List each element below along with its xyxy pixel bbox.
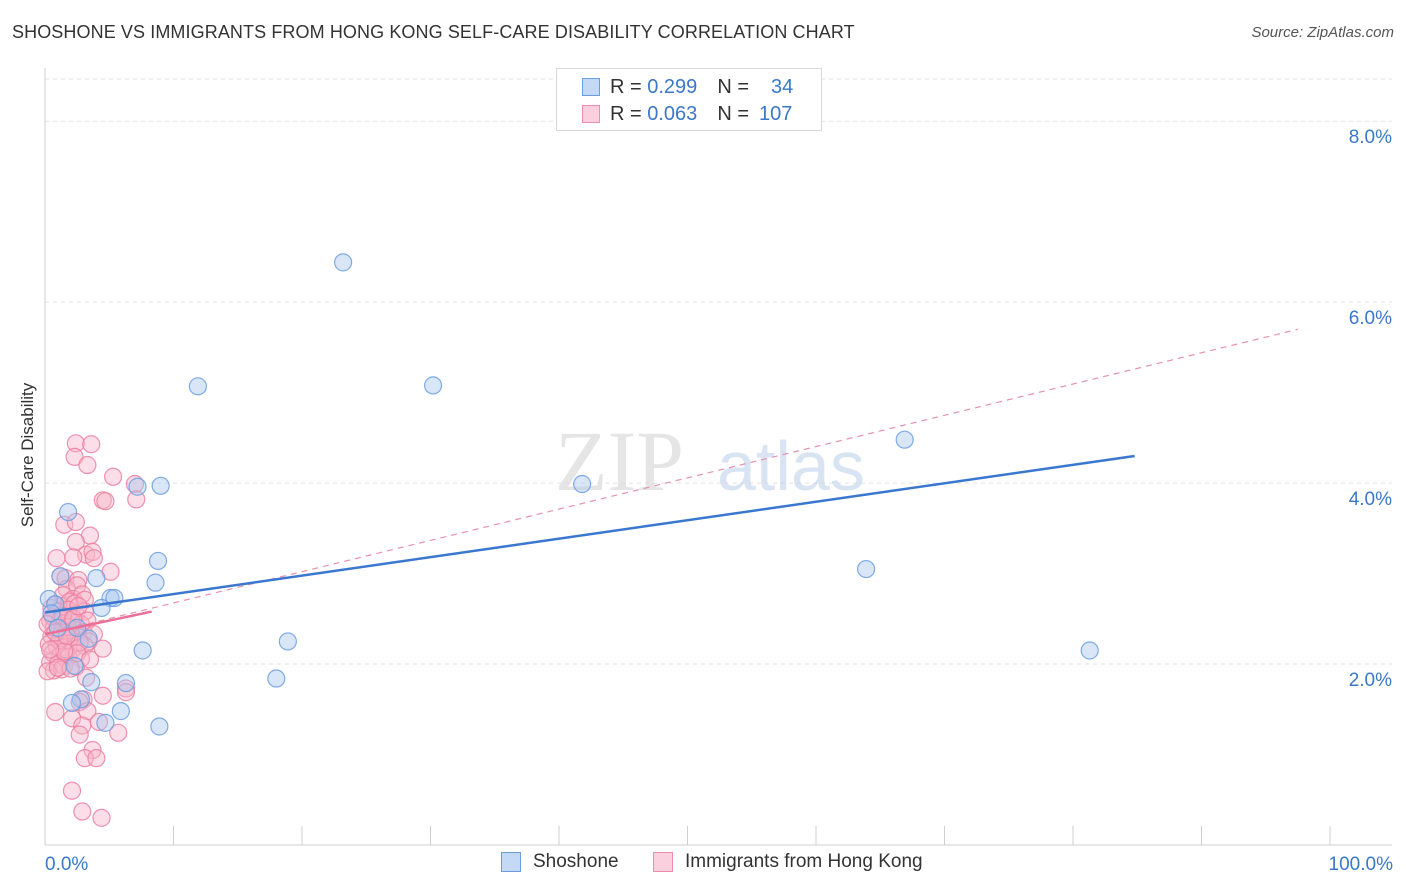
x-tick-label: 0.0% xyxy=(45,854,88,875)
shoshone-point xyxy=(148,551,168,571)
legend-label: Shoshone xyxy=(533,851,619,872)
shoshone-point xyxy=(150,717,169,736)
hongkong-point xyxy=(66,532,85,552)
stats-legend: R = 0.299 N = 34 R = 0.063 N = 107 xyxy=(556,68,822,131)
hongkong-point xyxy=(80,650,100,669)
hongkong-point xyxy=(65,447,84,466)
hongkong-point xyxy=(46,702,65,722)
r-label: R = xyxy=(610,102,642,125)
shoshone-point xyxy=(116,673,136,693)
data-points xyxy=(38,253,1099,827)
shoshone-point xyxy=(267,669,286,688)
hongkong-point xyxy=(83,542,102,561)
x-tick-label: 100.0% xyxy=(1329,854,1394,875)
hongkong-point xyxy=(92,808,111,827)
shoshone-point xyxy=(87,569,106,588)
hongkong-trend-line xyxy=(44,610,152,636)
r-value: 0.063 xyxy=(647,102,698,125)
r-label: R = xyxy=(610,75,642,98)
chart-title: SHOSHONE VS IMMIGRANTS FROM HONG KONG SE… xyxy=(12,22,855,42)
hongkong-point xyxy=(62,709,82,728)
legend-item-shoshone[interactable]: Shoshone xyxy=(501,851,619,873)
shoshone-point xyxy=(96,713,115,732)
shoshone-point xyxy=(92,598,111,618)
shoshone-point xyxy=(278,632,297,651)
hongkong-point xyxy=(78,702,97,721)
shoshone-point xyxy=(51,567,70,586)
y-tick-label: 4.0% xyxy=(1349,489,1392,510)
y-tick-label: 2.0% xyxy=(1349,670,1392,691)
hongkong-point xyxy=(109,723,128,742)
stats-legend-row-hongkong: R = 0.063 N = 107 xyxy=(582,102,792,126)
shoshone-point xyxy=(423,376,443,395)
shoshone-point xyxy=(111,702,130,721)
hongkong-point xyxy=(87,749,106,768)
shoshone-point xyxy=(133,641,152,660)
hongkong-point xyxy=(66,434,85,453)
grid-lines xyxy=(45,78,1392,665)
hongkong-legend-swatch xyxy=(653,852,673,872)
shoshone-point xyxy=(46,595,65,614)
hongkong-point xyxy=(82,435,101,454)
n-value: 107 xyxy=(759,102,793,125)
hongkong-point xyxy=(70,725,89,744)
shoshone-swatch xyxy=(582,78,600,96)
shoshone-point xyxy=(82,673,101,692)
hongkong-point xyxy=(78,455,97,475)
hongkong-point xyxy=(41,640,60,659)
shoshone-legend-swatch xyxy=(501,852,521,872)
n-value: 34 xyxy=(771,75,794,98)
shoshone-point xyxy=(65,656,84,675)
hongkong-point xyxy=(38,662,57,681)
watermark-zip: ZIP xyxy=(555,413,684,509)
legend-label: Immigrants from Hong Kong xyxy=(685,851,923,872)
shoshone-point xyxy=(573,474,592,494)
hongkong-point xyxy=(73,802,92,821)
shoshone-point xyxy=(857,559,876,579)
hongkong-point xyxy=(62,781,82,800)
hongkong-point xyxy=(96,492,115,511)
shoshone-point xyxy=(1080,641,1099,660)
shoshone-point xyxy=(895,430,914,449)
shoshone-point xyxy=(334,253,353,272)
shoshone-point xyxy=(188,377,208,396)
stats-legend-row-shoshone: R = 0.299 N = 34 xyxy=(582,75,793,99)
r-value: 0.299 xyxy=(647,75,698,98)
shoshone-point xyxy=(71,690,91,709)
series-legend: Shoshone Immigrants from Hong Kong xyxy=(0,851,1406,877)
source-label: Source: ZipAtlas.com xyxy=(1251,24,1394,41)
n-label: N = xyxy=(717,75,749,98)
hongkong-point xyxy=(93,639,112,658)
hongkong-point xyxy=(68,576,87,595)
legend-item-hongkong[interactable]: Immigrants from Hong Kong xyxy=(653,851,923,873)
shoshone-point xyxy=(59,502,78,522)
axes xyxy=(44,68,1392,846)
hongkong-point xyxy=(93,686,112,705)
hongkong-point xyxy=(48,658,67,677)
hongkong-point xyxy=(55,642,74,661)
hongkong-point xyxy=(84,549,103,568)
shoshone-point xyxy=(146,573,165,592)
shoshone-point xyxy=(128,477,147,496)
hongkong-point xyxy=(66,512,85,532)
tick-labels: 2.0% 4.0% 6.0% 8.0% 0.0% 100.0% xyxy=(45,127,1393,875)
trend-lines xyxy=(44,328,1299,636)
hongkong-point xyxy=(64,548,83,567)
y-tick-label: 6.0% xyxy=(1349,308,1392,329)
hongkong-swatch xyxy=(582,105,600,123)
hongkong-point xyxy=(47,549,66,568)
shoshone-point xyxy=(62,693,82,713)
hongkong-point xyxy=(125,474,145,494)
hongkong-point xyxy=(104,467,123,486)
y-tick-label: 8.0% xyxy=(1349,127,1392,148)
n-label: N = xyxy=(717,102,749,125)
shoshone-trend-line xyxy=(44,454,1135,614)
shoshone-point xyxy=(151,476,170,495)
shoshone-point xyxy=(79,629,98,648)
watermark-atlas: atlas xyxy=(717,427,865,505)
